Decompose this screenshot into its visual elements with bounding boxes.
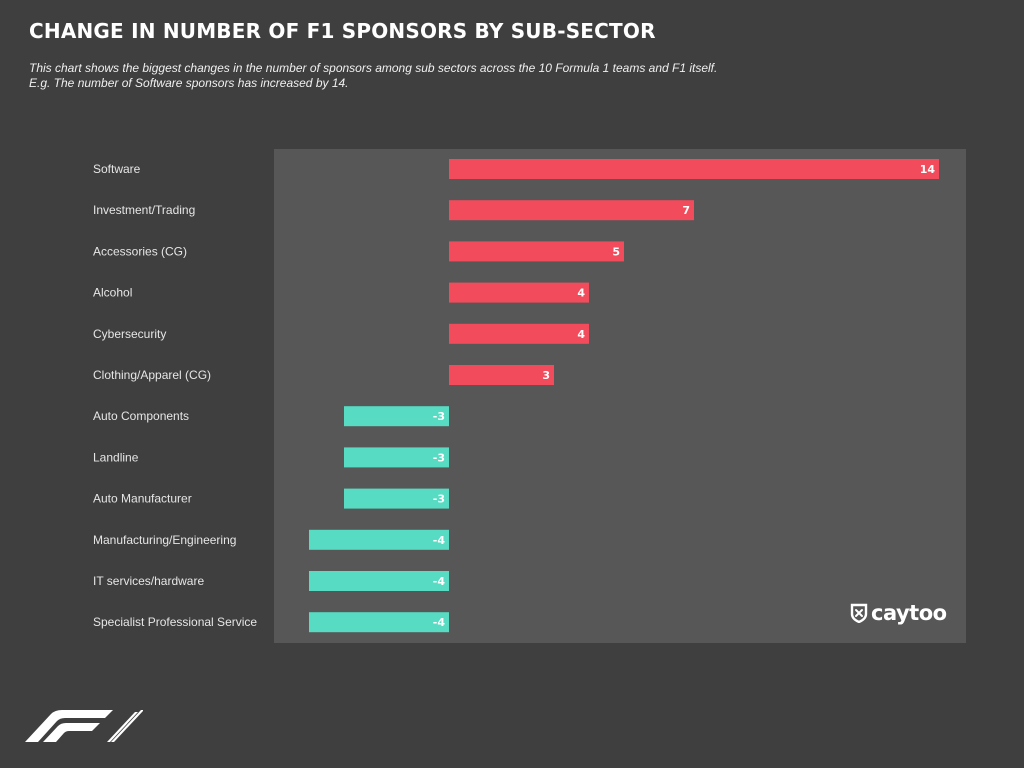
- bar-9: [309, 529, 449, 550]
- bar-6: [344, 406, 449, 427]
- chart-subtitle: This chart shows the biggest changes in …: [29, 61, 929, 91]
- value-label-2: 5: [612, 245, 620, 258]
- bars-group: [309, 159, 939, 633]
- caytoo-brand: caytoo: [850, 601, 947, 625]
- bar-1: [449, 200, 694, 221]
- chart-title: CHANGE IN NUMBER OF F1 SPONSORS BY SUB-S…: [29, 19, 656, 43]
- bar-8: [344, 488, 449, 509]
- category-label-10: IT services/hardware: [93, 574, 204, 588]
- bar-11: [309, 612, 449, 633]
- bar-5: [449, 365, 554, 385]
- category-label-7: Landline: [93, 450, 139, 464]
- subtitle-line-2: E.g. The number of Software sponsors has…: [29, 76, 349, 90]
- caytoo-wordmark: caytoo: [871, 601, 947, 625]
- value-label-5: 3: [542, 369, 550, 382]
- category-label-3: Alcohol: [93, 286, 132, 300]
- bar-3: [449, 282, 589, 303]
- category-labels-group: Software Investment/Trading Accessories (C…: [93, 162, 257, 629]
- value-label-3: 4: [577, 287, 585, 300]
- value-label-10: -4: [433, 575, 446, 588]
- value-label-6: -3: [433, 410, 445, 423]
- category-label-11: Specialist Professional Service: [93, 615, 257, 629]
- value-label-7: -3: [433, 451, 445, 464]
- value-label-11: -4: [433, 616, 446, 629]
- category-label-6: Auto Components: [93, 409, 189, 423]
- category-label-2: Accessories (CG): [93, 244, 187, 258]
- category-label-9: Manufacturing/Engineering: [93, 533, 236, 547]
- category-label-1: Investment/Trading: [93, 203, 195, 217]
- plot-background: [274, 149, 966, 643]
- category-label-8: Auto Manufacturer: [93, 492, 192, 506]
- value-label-8: -3: [433, 493, 445, 506]
- subtitle-line-1: This chart shows the biggest changes in …: [29, 61, 718, 75]
- bar-0: [449, 159, 939, 179]
- bar-10: [309, 571, 449, 591]
- category-label-0: Software: [93, 162, 141, 176]
- bar-4: [449, 323, 589, 344]
- category-label-4: Cybersecurity: [93, 327, 166, 341]
- category-label-5: Clothing/Apparel (CG): [93, 368, 211, 382]
- value-label-4: 4: [577, 328, 585, 341]
- value-label-0: 14: [920, 163, 936, 176]
- value-label-1: 7: [682, 204, 690, 217]
- value-labels-group: 14 7 5 4 4 3 -3 -3 -3 -4 -4 -4: [433, 163, 936, 629]
- f1-logo-icon: [25, 710, 143, 742]
- caytoo-shield-icon: [850, 603, 868, 623]
- bar-7: [344, 447, 449, 468]
- bar-2: [449, 241, 624, 262]
- value-label-9: -4: [433, 534, 446, 547]
